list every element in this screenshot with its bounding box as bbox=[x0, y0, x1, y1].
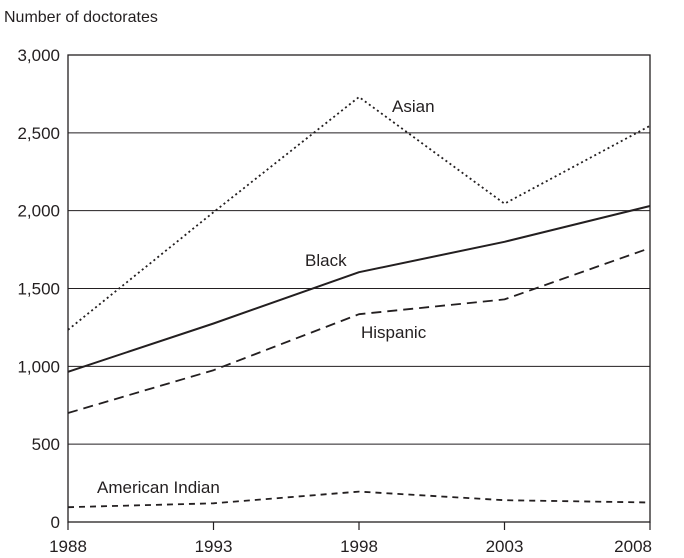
y-tick-labels: 0 500 1,000 1,500 2,000 2,500 3,000 bbox=[17, 46, 60, 532]
series-label-american-indian: American Indian bbox=[97, 478, 220, 497]
series-label-hispanic: Hispanic bbox=[361, 323, 427, 342]
series-lines bbox=[67, 96, 651, 509]
x-tick-label: 2008 bbox=[614, 537, 652, 556]
x-tick-label: 1988 bbox=[49, 537, 87, 556]
series-labels: Asian Black Hispanic American Indian bbox=[97, 97, 435, 497]
y-tick-label: 0 bbox=[51, 513, 60, 532]
x-tick-label: 2003 bbox=[486, 537, 524, 556]
x-tick-labels: 1988 1993 1998 2003 2008 bbox=[49, 522, 652, 556]
x-tick-label: 1998 bbox=[340, 537, 378, 556]
series-line-american-indian bbox=[67, 490, 651, 509]
series-label-asian: Asian bbox=[392, 97, 435, 116]
y-tick-label: 1,000 bbox=[17, 357, 60, 376]
y-tick-label: 1,500 bbox=[17, 280, 60, 299]
x-tick-label: 1993 bbox=[195, 537, 233, 556]
y-axis-title: Number of doctorates bbox=[4, 9, 158, 26]
y-tick-label: 3,000 bbox=[17, 46, 60, 65]
y-tick-label: 2,000 bbox=[17, 202, 60, 221]
y-tick-label: 2,500 bbox=[17, 124, 60, 143]
y-tick-label: 500 bbox=[32, 435, 60, 454]
series-line-asian bbox=[67, 96, 651, 331]
gridlines bbox=[68, 132, 650, 445]
series-line-hispanic bbox=[67, 247, 651, 414]
series-line-black bbox=[67, 205, 651, 373]
series-label-black: Black bbox=[305, 251, 347, 270]
